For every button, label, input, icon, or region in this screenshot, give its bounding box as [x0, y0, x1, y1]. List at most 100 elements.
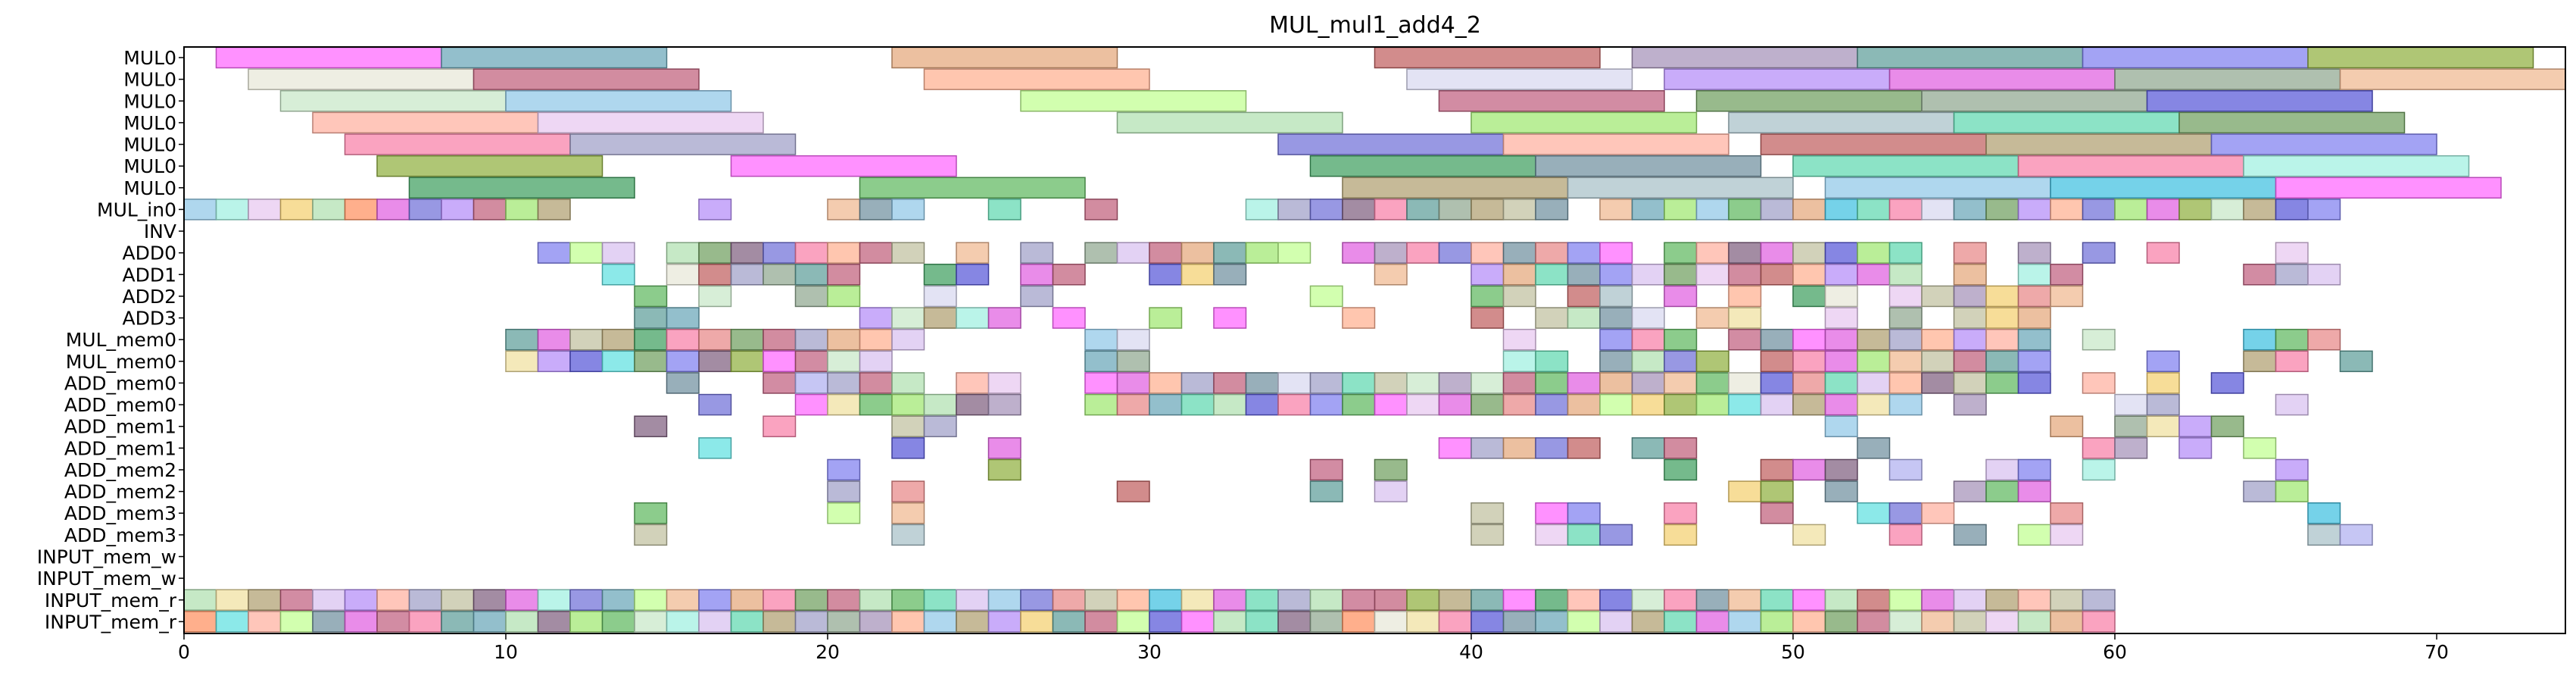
task-block	[506, 199, 538, 220]
task-block	[1954, 264, 1987, 285]
task-block	[2244, 330, 2276, 350]
task-block	[1149, 611, 1182, 632]
task-block	[2244, 199, 2276, 220]
task-block	[1793, 199, 1826, 220]
task-block	[2212, 134, 2437, 155]
task-block	[956, 395, 989, 415]
task-block	[1664, 503, 1697, 524]
task-block	[2083, 242, 2116, 263]
task-block	[892, 438, 925, 458]
task-block	[1536, 199, 1568, 220]
task-block	[1697, 264, 1729, 285]
task-block	[2308, 48, 2534, 68]
task-block	[1375, 481, 1408, 502]
y-tick-label: MUL0	[123, 155, 176, 177]
y-tick-label: ADD_mem3	[64, 524, 176, 546]
task-block	[506, 91, 731, 111]
task-block	[1278, 134, 1504, 155]
task-block	[1149, 308, 1182, 328]
task-block	[1053, 308, 1086, 328]
task-block	[956, 308, 989, 328]
task-block	[892, 308, 925, 328]
task-block	[2341, 351, 2373, 371]
task-block	[2244, 156, 2469, 177]
task-block	[2179, 199, 2212, 220]
task-block	[1664, 69, 1890, 89]
task-block	[603, 330, 635, 350]
y-tick-label: INPUT_mem_r	[45, 611, 177, 633]
task-block	[925, 611, 957, 632]
task-block	[2083, 330, 2116, 350]
task-block	[1343, 590, 1375, 610]
task-block	[1729, 308, 1761, 328]
y-tick-label: INV	[144, 221, 176, 242]
task-block	[667, 264, 700, 285]
task-block	[1633, 395, 1665, 415]
task-block	[1375, 264, 1408, 285]
task-block	[667, 373, 700, 393]
task-block	[313, 112, 538, 133]
task-block	[1826, 590, 1858, 610]
task-block	[1890, 611, 1923, 632]
task-block	[1536, 590, 1568, 610]
task-block	[1568, 373, 1601, 393]
task-block	[1954, 330, 1987, 350]
task-block	[1664, 264, 1697, 285]
chart-title: MUL_mul1_add4_2	[1269, 12, 1481, 39]
task-block	[1471, 590, 1504, 610]
task-block	[1407, 590, 1439, 610]
task-block	[1761, 264, 1794, 285]
task-block	[1890, 308, 1923, 328]
task-block	[1118, 373, 1150, 393]
task-block	[989, 199, 1021, 220]
task-block	[184, 611, 217, 632]
task-block	[2115, 438, 2147, 458]
task-block	[1311, 373, 1343, 393]
task-block	[1085, 611, 1118, 632]
task-block	[248, 611, 281, 632]
task-block	[1246, 590, 1279, 610]
task-block	[1922, 330, 1954, 350]
task-block	[184, 590, 217, 610]
task-block	[1504, 242, 1536, 263]
task-block	[860, 611, 893, 632]
task-block	[892, 481, 925, 502]
task-block	[828, 373, 860, 393]
task-block	[1246, 395, 1279, 415]
task-block	[1761, 134, 1987, 155]
task-block	[2051, 611, 2083, 632]
task-block	[699, 611, 731, 632]
task-block	[1568, 590, 1601, 610]
task-block	[1278, 373, 1311, 393]
task-block	[763, 416, 796, 436]
task-block	[2276, 351, 2309, 371]
task-block	[1729, 242, 1761, 263]
task-block	[699, 351, 731, 371]
task-block	[1407, 69, 1633, 89]
task-block	[1664, 590, 1697, 610]
task-block	[1922, 351, 1954, 371]
task-block	[763, 351, 796, 371]
task-block	[1568, 286, 1601, 306]
task-block	[1986, 481, 2019, 502]
task-block	[1729, 373, 1761, 393]
task-block	[2083, 48, 2309, 68]
task-block	[1600, 590, 1633, 610]
task-block	[1922, 611, 1954, 632]
task-block	[1471, 438, 1504, 458]
task-block	[1085, 351, 1118, 371]
task-block	[506, 330, 538, 350]
task-block	[1568, 395, 1601, 415]
task-block	[1633, 48, 1858, 68]
task-block	[1729, 395, 1761, 415]
task-block	[2051, 524, 2083, 545]
task-block	[1633, 373, 1665, 393]
task-block	[1633, 611, 1665, 632]
task-block	[1471, 503, 1504, 524]
task-block	[892, 242, 925, 263]
task-block	[796, 330, 828, 350]
task-block	[1664, 611, 1697, 632]
task-block	[1536, 308, 1568, 328]
task-block	[1857, 503, 1890, 524]
